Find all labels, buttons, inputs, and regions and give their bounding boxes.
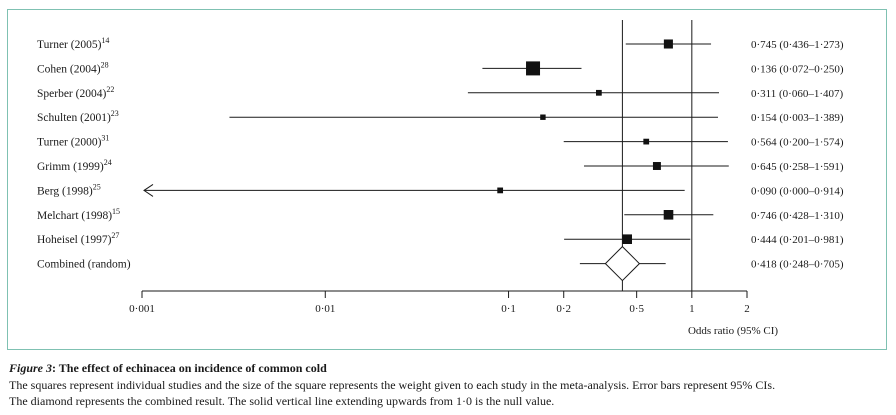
- x-tick-label: 0·01: [315, 303, 335, 315]
- study-label: Schulten (2001)23: [37, 109, 119, 124]
- study-value-label: 0·311 (0·060–1·407): [751, 88, 843, 100]
- study-square: [663, 210, 674, 220]
- study-value-label: 0·444 (0·201–0·981): [751, 234, 844, 246]
- study-square: [622, 234, 633, 244]
- study-reference: 15: [112, 207, 120, 216]
- x-tick-label: 2: [744, 303, 750, 315]
- x-tick-label: 0·1: [501, 303, 516, 315]
- study-label: Turner (2000)31: [37, 134, 109, 149]
- study-value-label: 0·645 (0·258–1·591): [751, 161, 844, 173]
- study-value-label: 0·746 (0·428–1·310): [751, 210, 844, 222]
- study-square: [595, 89, 602, 96]
- study-value-label: 0·136 (0·072–0·250): [751, 63, 844, 75]
- x-tick-label: 0·2: [556, 303, 571, 315]
- ci-arrow: [143, 183, 154, 197]
- study-label: Berg (1998)25: [37, 182, 101, 197]
- study-label: Grimm (1999)24: [37, 158, 112, 173]
- study-reference: 27: [111, 231, 119, 240]
- study-square: [540, 114, 546, 120]
- combined-value-label: 0·418 (0·248–0·705): [751, 259, 844, 271]
- caption-title-text: : The effect of echinacea on incidence o…: [52, 361, 327, 375]
- forest-plot: Turner (2005)14 0·745 (0·436–1·273) Cohen …: [37, 20, 844, 337]
- x-axis-title: Odds ratio (95% CI): [688, 325, 778, 337]
- figure-label: Figure 3: [9, 361, 53, 375]
- study-square: [663, 39, 673, 49]
- study-square: [497, 187, 504, 194]
- study-reference: 23: [111, 109, 119, 118]
- x-tick-label: 0·5: [629, 303, 644, 315]
- combined-diamond: [604, 245, 641, 282]
- figure-caption: Figure 3: The effect of echinacea on inc…: [9, 360, 889, 410]
- study-value-label: 0·154 (0·003–1·389): [751, 112, 844, 124]
- study-reference: 28: [101, 60, 109, 69]
- caption-line-2: The diamond represents the combined resu…: [9, 394, 555, 408]
- study-square: [643, 138, 650, 145]
- study-value-label: 0·564 (0·200–1·574): [751, 137, 844, 149]
- caption-line-1: The squares represent individual studies…: [9, 377, 776, 392]
- study-square: [526, 61, 541, 76]
- x-tick-label: 0·001: [129, 303, 155, 315]
- figure-frame: [7, 9, 887, 350]
- study-label: Cohen (2004)28: [37, 60, 109, 75]
- caption-title: Figure 3: The effect of echinacea on inc…: [9, 360, 889, 377]
- study-label: Sperber (2004)22: [37, 85, 114, 100]
- x-tick-label: 1: [689, 303, 695, 315]
- study-reference: 25: [93, 182, 101, 191]
- study-label: Turner (2005)14: [37, 36, 109, 51]
- study-label: Hoheisel (1997)27: [37, 231, 119, 246]
- study-reference: 14: [101, 36, 109, 45]
- study-label: Melchart (1998)15: [37, 207, 120, 222]
- study-reference: 24: [104, 158, 112, 167]
- study-reference: 22: [106, 85, 114, 94]
- combined-label: Combined (random): [37, 259, 131, 271]
- study-square: [652, 162, 661, 170]
- study-value-label: 0·745 (0·436–1·273): [751, 39, 844, 51]
- study-reference: 31: [101, 134, 109, 143]
- study-value-label: 0·090 (0·000–0·914): [751, 185, 844, 197]
